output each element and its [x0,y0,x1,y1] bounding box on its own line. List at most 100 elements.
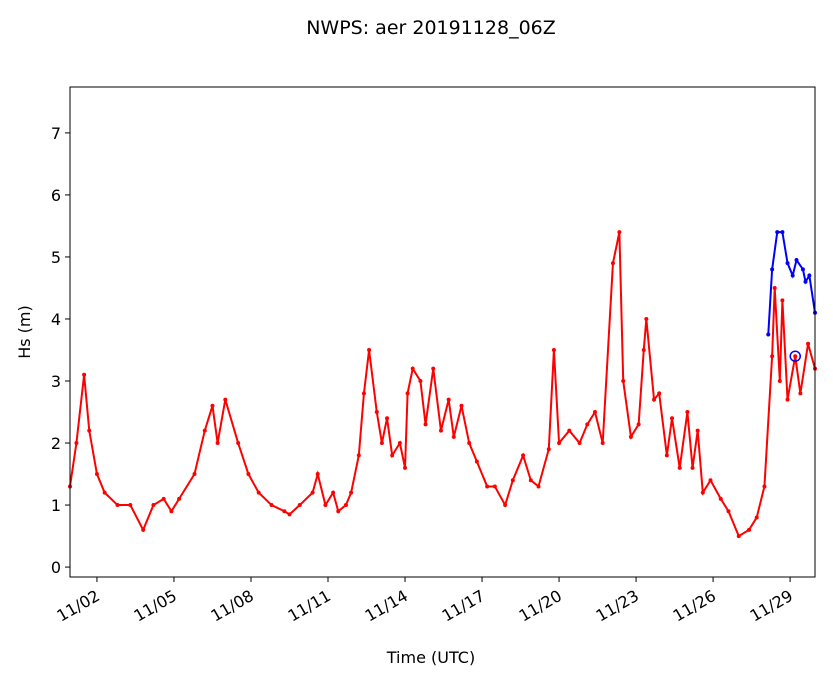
data-point [423,422,428,427]
data-point [141,527,146,532]
data-point [657,391,662,396]
data-point [610,261,615,266]
data-point [451,434,456,439]
data-point [770,267,775,272]
data-point [169,509,174,514]
data-point [621,379,626,383]
marker-point [789,350,801,362]
x-tick-label: 11/23 [593,586,642,626]
x-tick-label: 11/05 [131,586,180,626]
data-point [600,441,605,446]
data-point [567,428,572,433]
data-point [223,397,228,402]
data-point [192,472,197,477]
data-point [777,379,782,383]
data-point [403,465,408,470]
data-point [736,534,741,539]
data-point [410,366,415,371]
data-point [803,279,808,284]
data-point [102,490,107,495]
data-point [246,472,251,477]
x-tick-label: 11/11 [285,586,334,626]
y-tick-label: 4 [51,310,61,329]
data-point [485,484,490,489]
data-point [592,410,597,415]
data-point [474,459,479,464]
chart-title: NWPS: aer 20191128_06Z [306,17,556,39]
data-point [202,428,207,433]
data-point [557,441,562,446]
data-point [269,503,274,508]
data-point [177,496,182,501]
data-point [379,441,384,446]
data-point [762,484,767,489]
data-point [215,441,220,446]
y-tick-label: 2 [51,434,61,453]
data-point [315,472,320,477]
data-point [790,273,795,278]
data-point [287,512,292,517]
data-point [536,484,541,489]
data-point [708,478,713,483]
data-point [798,391,803,396]
data-point [397,441,402,446]
x-tick-label: 11/14 [362,586,411,626]
data-point [115,503,120,508]
data-point [374,410,379,415]
data-point [644,316,649,321]
data-point [510,478,515,483]
data-point [74,441,79,446]
data-point [617,230,622,235]
data-point [492,484,497,489]
y-tick-label: 0 [51,558,61,577]
data-point [297,503,302,508]
data-point [467,441,472,446]
data-point [700,490,705,495]
data-point [331,490,336,495]
data-point [528,478,533,483]
data-point [664,453,669,458]
data-point [356,453,361,458]
data-point [785,261,790,266]
data-point [772,285,777,290]
data-point [766,332,771,337]
y-tick-label: 6 [51,186,61,205]
data-point [585,422,590,427]
data-point [641,347,646,352]
data-point [775,230,780,235]
data-point [503,503,508,508]
data-point [323,503,328,508]
data-point [418,379,423,383]
data-point [459,403,464,408]
data-point [806,341,811,346]
data-point [628,434,633,439]
data-point [336,509,341,514]
data-point [310,490,315,495]
plot-frame [69,86,816,578]
data-point [793,354,798,359]
data-point [652,397,657,402]
y-tick-label: 7 [51,124,61,143]
data-point [690,465,695,470]
data-point [551,347,556,352]
data-point [431,366,436,371]
data-point [718,496,723,501]
data-point [282,509,287,514]
data-point [385,416,390,421]
data-point [521,453,526,458]
series-line [767,231,816,335]
data-point [161,496,166,501]
data-point [685,410,690,415]
y-tick-label: 5 [51,248,61,267]
x-tick-label: 11/29 [747,586,796,626]
data-point [780,298,785,303]
data-point [128,503,133,508]
data-point [577,441,582,446]
data-point [446,397,451,402]
x-tick-label: 11/20 [516,586,565,626]
data-point [780,230,785,235]
data-point [785,397,790,402]
data-point [236,441,241,446]
x-tick-label: 11/08 [208,586,257,626]
data-point [210,403,215,408]
